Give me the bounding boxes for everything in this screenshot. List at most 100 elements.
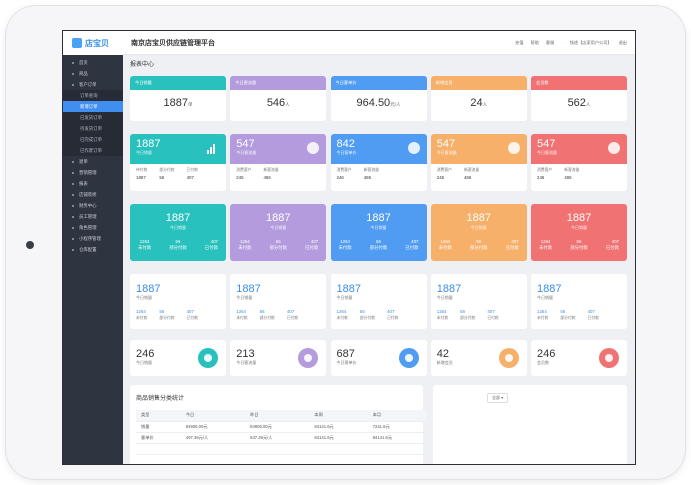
sidebar-item[interactable]: 商品 bbox=[63, 68, 123, 79]
table-header-cell: 本月 bbox=[367, 410, 426, 422]
summary-card[interactable]: 会员数 562人 bbox=[531, 76, 627, 121]
sidebar-item[interactable]: 退单 bbox=[63, 156, 123, 167]
text-card[interactable]: 1887 今日销量 1264 未付款 56 部分付款 407 已付款 bbox=[330, 274, 427, 329]
breakdown-value: 1264 bbox=[436, 309, 447, 314]
icon-card[interactable]: 42 新增会员 bbox=[430, 340, 527, 376]
breakdown-item: 407 已付款 bbox=[487, 309, 498, 321]
top-link-help[interactable]: 帮助 bbox=[530, 39, 539, 45]
icon-card[interactable]: 213 今日客流量 bbox=[230, 340, 327, 376]
stat-number: 547 bbox=[436, 138, 456, 150]
summary-number: 24 bbox=[470, 97, 483, 109]
text-card[interactable]: 1887 今日销量 1264 未付款 56 部分付款 407 已付款 bbox=[430, 274, 527, 329]
stat-details: 消费客户 246 新客流量 486 bbox=[230, 164, 326, 184]
circle-icon bbox=[608, 142, 620, 154]
text-card[interactable]: 1887 今日销量 1264 未付款 56 部分付款 407 已付款 bbox=[531, 274, 627, 329]
summary-value: 1887单 bbox=[130, 97, 226, 109]
sidebar-item[interactable]: 已完成订单 bbox=[63, 134, 123, 145]
icon-card-number: 246 bbox=[136, 348, 155, 360]
color-card[interactable]: 1887 今日销量 1264 未付款 56 部分付款 407 已付款 bbox=[531, 204, 627, 261]
summary-number: 546 bbox=[266, 97, 286, 109]
stat-detail-label: 新客流量 bbox=[564, 168, 580, 172]
sidebar-item[interactable]: 首页 bbox=[63, 57, 123, 68]
stat-detail: 新客流量 486 bbox=[564, 167, 579, 181]
breakdown-label: 已付款 bbox=[286, 316, 299, 320]
text-card-number: 1887 bbox=[436, 283, 462, 295]
color-card-breakdown: 1264 未付款 56 部分付款 407 已付款 bbox=[130, 231, 226, 251]
summary-card[interactable]: 今日客流量 546人 bbox=[230, 76, 327, 121]
sidebar-item[interactable]: 店铺装修 bbox=[63, 189, 123, 200]
stat-card[interactable]: 842 今日客单价 消费客户 246 新客流量 486 bbox=[330, 134, 427, 191]
breakdown-label: 已付款 bbox=[505, 245, 519, 250]
text-card-number: 1887 bbox=[136, 283, 161, 295]
icon-card[interactable]: 246 今日销量 bbox=[130, 340, 226, 376]
table-cell: 84906.00元 bbox=[245, 421, 310, 433]
color-card[interactable]: 1887 今日销量 1264 未付款 56 部分付款 407 已付款 bbox=[130, 204, 226, 261]
table-cell: 84141.6元 bbox=[309, 421, 368, 433]
breakdown-label: 部分付款 bbox=[570, 245, 588, 250]
text-card-number: 1887 bbox=[336, 283, 361, 295]
account-name[interactable]: 钱途【店家用户公司】 bbox=[569, 39, 612, 45]
icon-card[interactable]: 687 今日客单价 bbox=[330, 340, 427, 376]
sidebar-item[interactable]: 已发货订单 bbox=[63, 112, 123, 123]
home-button[interactable] bbox=[26, 241, 34, 249]
table-cell: 547.36元/人 bbox=[245, 432, 310, 444]
table-cell: 7241.6元 bbox=[367, 421, 426, 433]
stat-card[interactable]: 547 今日客流量 消费客户 246 新客流量 486 bbox=[531, 134, 627, 191]
stat-label: 今日销量 bbox=[136, 150, 152, 155]
bullet-icon bbox=[72, 226, 74, 229]
color-card-label: 今日销量 bbox=[270, 225, 287, 230]
color-card-number: 1887 bbox=[165, 212, 191, 224]
filter-select[interactable]: 全部 ▾ bbox=[487, 393, 509, 403]
breakdown-value: 1264 bbox=[440, 239, 451, 244]
blue-text-card-row: 1887 今日销量 1264 未付款 56 部分付款 407 已付款 1887 今日销量 1264 未… bbox=[130, 274, 627, 329]
color-card[interactable]: 1887 今日销量 1264 未付款 56 部分付款 407 已付款 bbox=[430, 204, 527, 261]
sidebar-item[interactable]: 营销管理 bbox=[63, 167, 123, 178]
sidebar-item[interactable]: 角色管理 bbox=[63, 222, 123, 233]
summary-unit: 人 bbox=[585, 102, 591, 107]
sidebar-item[interactable]: 财务中心 bbox=[63, 200, 123, 211]
bullet-icon bbox=[72, 83, 74, 86]
sidebar-nav: 首页 商品 客户订单 订单查询 新增订单 已发货订单 待发货订单 已完成订单 已作废订单退单营销… bbox=[63, 55, 123, 255]
logout-link[interactable]: 退出 bbox=[618, 39, 627, 45]
stat-card[interactable]: 547 今日客流量 消费客户 246 新客流量 486 bbox=[430, 134, 527, 191]
color-card[interactable]: 1887 今日销量 1264 未付款 56 部分付款 407 已付款 bbox=[230, 204, 327, 261]
breakdown-item: 1264 未付款 bbox=[539, 239, 552, 251]
icon-card[interactable]: 246 会员数 bbox=[531, 340, 627, 376]
sidebar-item[interactable]: 新增订单 bbox=[63, 101, 123, 112]
breakdown-item: 1264 未付款 bbox=[439, 239, 452, 251]
sidebar-item[interactable]: 仓库配置 bbox=[63, 244, 123, 255]
sidebar-item[interactable]: 已作废订单 bbox=[63, 145, 123, 156]
color-card[interactable]: 1887 今日销量 1264 未付款 56 部分付款 407 已付款 bbox=[330, 204, 427, 261]
sidebar-item[interactable]: 客户订单 bbox=[63, 79, 123, 90]
text-card[interactable]: 1887 今日销量 1264 未付款 56 部分付款 407 已付款 bbox=[130, 274, 226, 329]
sidebar-item[interactable]: 报表 bbox=[63, 178, 123, 189]
sidebar-item[interactable]: 小程序管理 bbox=[63, 233, 123, 244]
text-card-number: 1887 bbox=[236, 283, 261, 295]
summary-card[interactable]: 今日销量 1887单 bbox=[130, 76, 226, 121]
stat-card[interactable]: 547 今日客流量 消费客户 246 新客流量 486 bbox=[230, 134, 327, 191]
breakdown-label: 部分付款 bbox=[159, 316, 175, 320]
notice-badge[interactable]: · bbox=[561, 40, 563, 45]
sidebar-item[interactable]: 待发货订单 bbox=[63, 123, 123, 134]
summary-card[interactable]: 今日客单价 964.50元/人 bbox=[330, 76, 427, 121]
breakdown-item: 407 已付款 bbox=[606, 239, 619, 251]
sales-category-panel: 商品销售分类统计 类型 今日 昨日 本周 本月 销量 84906.00元 84906.00元… bbox=[130, 385, 426, 464]
breakdown-label: 部分付款 bbox=[169, 245, 187, 250]
summary-card[interactable]: 新增会员 24人 bbox=[430, 76, 527, 121]
circle-icon bbox=[407, 142, 420, 154]
breakdown-value: 1264 bbox=[537, 309, 547, 314]
sidebar-item[interactable]: 订单查询 bbox=[63, 90, 123, 101]
breakdown-label: 未付款 bbox=[438, 245, 452, 250]
stat-detail: 已付款 407 bbox=[187, 167, 198, 181]
sidebar-item[interactable]: 员工管理 bbox=[63, 211, 123, 222]
breakdown-item: 56 部分付款 bbox=[360, 309, 375, 321]
breakdown-value: 1264 bbox=[239, 239, 250, 244]
stat-detail-value: 1887 bbox=[136, 175, 146, 180]
top-link-service[interactable]: 客服 bbox=[545, 39, 555, 45]
sidebar-item-label: 退单 bbox=[79, 158, 88, 164]
stat-detail-label: 消费客户 bbox=[236, 168, 252, 172]
stat-card[interactable]: 1887 今日销量 待付款 1887 部分付款 56 已付款 407 bbox=[130, 134, 226, 191]
top-link-recharge[interactable]: 充值 bbox=[515, 39, 524, 45]
text-card[interactable]: 1887 今日销量 1264 未付款 56 部分付款 407 已付款 bbox=[230, 274, 327, 329]
table-cell: 客单价 bbox=[136, 432, 181, 444]
